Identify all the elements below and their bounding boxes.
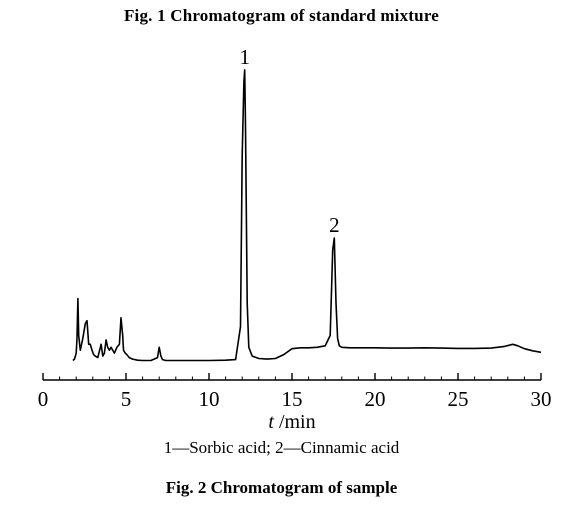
peak-label: 1: [239, 45, 250, 69]
x-tick-label: 25: [448, 387, 469, 411]
x-axis-ticks: 0 5 10 15 20 25 30: [38, 373, 552, 411]
x-axis-title: t /min: [268, 411, 315, 433]
peak-labels: 12: [239, 45, 339, 237]
peak-label: 2: [329, 213, 340, 237]
figure-caption-top: Fig. 1 Chromatogram of standard mixture: [123, 6, 440, 25]
figure-caption-bottom: Fig. 2 Chromatogram of sample: [165, 478, 398, 497]
x-tick-label: 15: [282, 387, 303, 411]
chromatogram-trace: [72, 69, 542, 362]
peak-legend-note: 1—Sorbic acid; 2—Cinnamic acid: [163, 438, 400, 457]
plot-area: [72, 69, 542, 362]
x-tick-label: 5: [121, 387, 132, 411]
x-tick-label: 0: [38, 387, 49, 411]
x-tick-label: 20: [365, 387, 386, 411]
x-tick-label: 30: [531, 387, 552, 411]
x-axis-title-symbol: t: [268, 411, 274, 433]
x-tick-label: 10: [199, 387, 220, 411]
x-axis-title-unit: /min: [279, 411, 316, 433]
